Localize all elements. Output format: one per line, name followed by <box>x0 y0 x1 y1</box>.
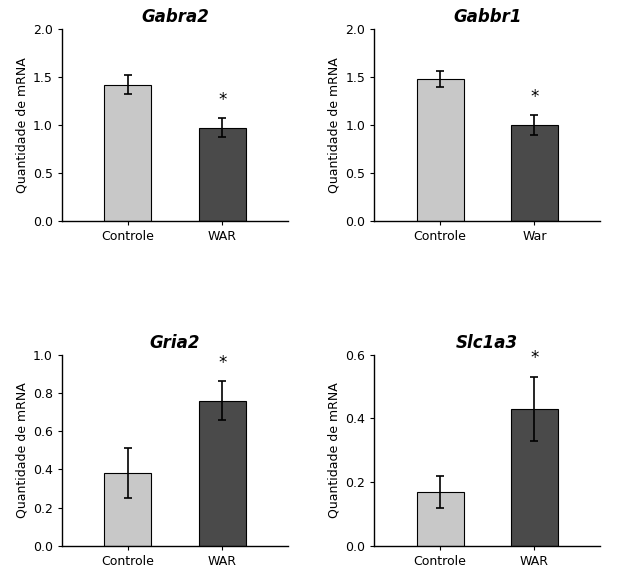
Text: *: * <box>530 88 539 106</box>
Title: Gria2: Gria2 <box>150 333 201 352</box>
Bar <box>417 79 464 221</box>
Bar <box>199 400 246 546</box>
Title: Gabra2: Gabra2 <box>141 8 209 26</box>
Title: Gabbr1: Gabbr1 <box>453 8 522 26</box>
Bar <box>105 85 152 221</box>
Text: *: * <box>218 91 227 109</box>
Title: Slc1a3: Slc1a3 <box>456 333 518 352</box>
Bar <box>511 125 558 221</box>
Y-axis label: Quantidade de mRNA: Quantidade de mRNA <box>15 57 28 193</box>
Y-axis label: Quantidade de mRNA: Quantidade de mRNA <box>328 57 341 193</box>
Y-axis label: Quantidade de mRNA: Quantidade de mRNA <box>15 382 28 518</box>
Y-axis label: Quantidade de mRNA: Quantidade de mRNA <box>328 382 341 518</box>
Bar <box>417 492 464 546</box>
Bar <box>511 409 558 546</box>
Text: *: * <box>218 354 227 372</box>
Text: *: * <box>530 349 539 367</box>
Bar <box>199 128 246 221</box>
Bar <box>105 473 152 546</box>
